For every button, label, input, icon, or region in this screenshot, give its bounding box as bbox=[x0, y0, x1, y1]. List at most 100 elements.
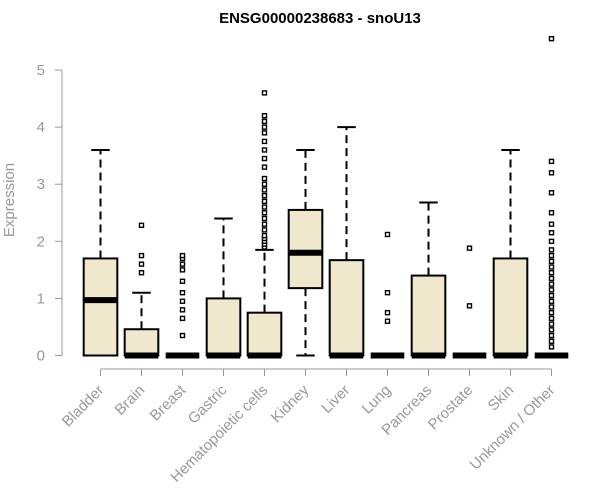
outlier-point bbox=[548, 338, 555, 344]
outlier-point bbox=[548, 170, 555, 176]
outlier-point bbox=[261, 164, 268, 170]
outlier-point bbox=[179, 315, 186, 322]
outlier-point bbox=[179, 267, 186, 273]
outlier-point bbox=[261, 192, 268, 199]
outlier-point bbox=[179, 307, 186, 313]
x-tick-label: Prostate bbox=[425, 382, 477, 434]
outlier-point bbox=[548, 332, 555, 339]
outlier-point bbox=[261, 187, 268, 193]
outlier-point bbox=[261, 138, 268, 145]
outlier-point bbox=[261, 130, 268, 136]
outlier-point bbox=[548, 275, 555, 282]
outlier-point bbox=[261, 232, 268, 239]
x-tick-label: Kidney bbox=[268, 381, 313, 426]
outlier-point bbox=[548, 258, 555, 264]
outlier-point bbox=[548, 158, 555, 165]
outlier-point bbox=[548, 309, 555, 316]
outlier-point bbox=[179, 298, 186, 304]
outlier-point bbox=[384, 290, 391, 296]
outlier-point bbox=[548, 281, 555, 287]
box-rect bbox=[82, 257, 119, 357]
outlier-point bbox=[261, 155, 268, 162]
outlier-point bbox=[261, 210, 268, 216]
box-group bbox=[205, 217, 242, 359]
outlier-point bbox=[261, 221, 268, 227]
box-group bbox=[246, 90, 283, 359]
y-tick-label: 2 bbox=[37, 233, 45, 250]
outlier-point bbox=[466, 303, 473, 309]
box-group bbox=[328, 126, 365, 359]
outlier-point bbox=[384, 309, 391, 316]
chart-title: ENSG00000238683 - snoU13 bbox=[219, 10, 421, 27]
outlier-point bbox=[261, 227, 268, 233]
outlier-point bbox=[138, 222, 145, 229]
box-group bbox=[410, 201, 447, 359]
box-group bbox=[492, 148, 529, 359]
box-rect bbox=[246, 311, 283, 357]
box-rect bbox=[205, 297, 242, 357]
outlier-point bbox=[548, 327, 555, 333]
box-group bbox=[287, 148, 324, 357]
outlier-point bbox=[261, 215, 268, 222]
x-tick-label: Brain bbox=[112, 382, 149, 419]
outlier-point bbox=[548, 35, 555, 42]
outlier-point bbox=[548, 315, 555, 322]
outlier-point bbox=[261, 147, 268, 153]
outlier-point bbox=[179, 252, 186, 259]
outlier-point bbox=[548, 221, 555, 227]
x-tick-label: Bladder bbox=[59, 382, 108, 431]
outlier-point bbox=[548, 270, 555, 276]
outlier-point bbox=[384, 318, 391, 324]
box-group bbox=[534, 35, 569, 359]
outlier-point bbox=[138, 252, 145, 259]
outlier-point bbox=[261, 118, 268, 125]
outlier-point bbox=[548, 230, 555, 236]
box-rect bbox=[410, 274, 447, 357]
box-rect bbox=[123, 328, 160, 357]
outlier-point bbox=[548, 298, 555, 304]
outlier-point bbox=[548, 287, 555, 293]
outlier-point bbox=[261, 113, 268, 119]
boxes-layer bbox=[82, 35, 569, 359]
outlier-point bbox=[384, 231, 391, 238]
outlier-point bbox=[179, 278, 186, 284]
outlier-point bbox=[179, 290, 186, 296]
box-group bbox=[165, 252, 200, 359]
x-tick-label: Skin bbox=[485, 382, 518, 415]
box-group bbox=[370, 231, 405, 359]
box-group bbox=[82, 148, 119, 357]
box-rect bbox=[492, 257, 529, 357]
outlier-point bbox=[548, 252, 555, 259]
x-tick-label: Lung bbox=[359, 382, 395, 418]
x-tick-label: Breast bbox=[147, 381, 190, 424]
y-tick-label: 0 bbox=[37, 348, 45, 365]
outlier-point bbox=[548, 344, 555, 350]
y-axis: 0 1 2 3 4 5 bbox=[37, 62, 63, 365]
y-tick-label: 3 bbox=[37, 176, 45, 193]
box-rect bbox=[287, 208, 324, 290]
x-tick-label: Liver bbox=[318, 382, 353, 417]
outlier-point bbox=[548, 247, 555, 253]
outlier-point bbox=[548, 321, 555, 327]
outlier-point bbox=[261, 90, 268, 96]
outlier-point bbox=[548, 304, 555, 310]
outlier-point bbox=[179, 261, 186, 267]
y-tick-label: 4 bbox=[37, 119, 45, 136]
y-tick-label: 5 bbox=[37, 62, 45, 79]
outlier-point bbox=[138, 270, 145, 276]
outlier-point bbox=[261, 198, 268, 205]
outlier-point bbox=[261, 181, 268, 187]
y-tick-label: 1 bbox=[37, 290, 45, 307]
box-group bbox=[452, 245, 487, 359]
outlier-point bbox=[261, 175, 268, 182]
outlier-point bbox=[138, 261, 145, 267]
outlier-point bbox=[548, 264, 555, 270]
outlier-point bbox=[548, 210, 555, 216]
box-rect bbox=[328, 259, 365, 357]
outlier-point bbox=[261, 124, 268, 130]
outlier-point bbox=[179, 332, 186, 339]
outlier-point bbox=[548, 238, 555, 245]
